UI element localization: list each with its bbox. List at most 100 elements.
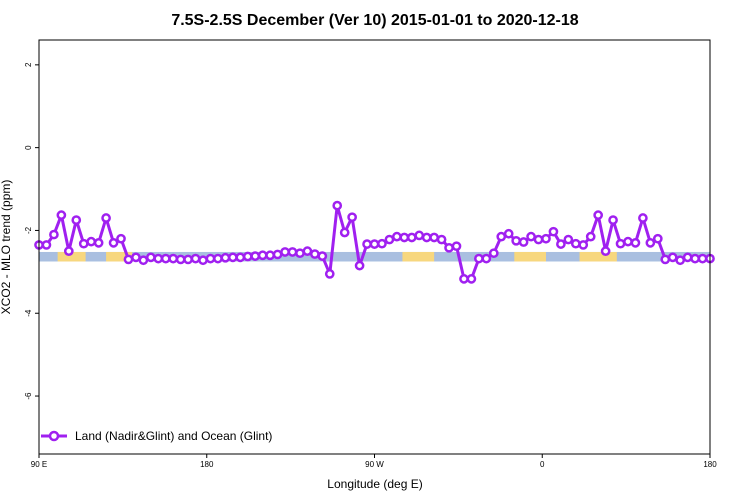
data-point: [78, 238, 89, 249]
data-point: [190, 253, 201, 264]
x-tick-label: 180: [200, 460, 214, 469]
data-point: [41, 240, 52, 250]
data-point: [324, 269, 335, 279]
y-tick-label: 2: [24, 62, 33, 67]
data-point: [198, 255, 208, 266]
data-point: [235, 252, 246, 263]
data-point: [563, 234, 574, 245]
data-point: [280, 247, 290, 257]
data-point: [377, 238, 387, 249]
data-point: [287, 247, 298, 257]
ocean-band: [39, 251, 710, 262]
x-tick-label: 180: [703, 460, 717, 469]
data-point: [503, 228, 514, 239]
data-point: [302, 246, 313, 256]
data-point: [436, 234, 447, 245]
y-tick-label: -4: [24, 309, 33, 317]
y-axis: 2 0 -2 -4 -6: [24, 62, 39, 400]
data-point: [384, 234, 395, 245]
land-band-segment: [57, 251, 86, 262]
land-band-segment: [579, 251, 617, 262]
data-point: [108, 238, 119, 248]
data-point: [399, 232, 410, 243]
data-point: [86, 236, 97, 247]
data-point: [615, 238, 626, 249]
y-tick-label: -2: [24, 226, 33, 234]
data-point: [682, 252, 693, 263]
legend: Land (Nadir&Glint) and Ocean (Glint): [41, 429, 272, 443]
data-point: [369, 239, 380, 249]
plot-area: [34, 200, 715, 284]
data-point: [481, 253, 492, 264]
data-point: [645, 238, 656, 248]
data-point: [347, 212, 357, 223]
data-point: [406, 232, 417, 243]
data-point: [56, 210, 67, 220]
data-point: [145, 252, 156, 263]
x-tick-label: 90 E: [31, 460, 47, 469]
data-point: [123, 254, 134, 265]
data-point: [295, 248, 305, 259]
chart-title: 7.5S-2.5S December (Ver 10) 2015-01-01 t…: [171, 12, 578, 29]
data-point: [213, 253, 223, 264]
data-point: [511, 235, 522, 246]
data-point: [421, 232, 432, 243]
data-point: [459, 274, 469, 284]
data-point: [444, 242, 454, 253]
data-point: [242, 251, 253, 262]
data-point: [585, 231, 596, 242]
data-point: [250, 251, 261, 261]
land-band-segment: [514, 251, 546, 262]
data-point: [541, 233, 551, 244]
data-point: [638, 213, 648, 223]
data-point: [474, 253, 484, 264]
data-point: [227, 252, 238, 263]
data-point: [116, 233, 126, 244]
land-band-segment: [402, 251, 435, 262]
data-point: [556, 239, 566, 249]
data-point: [220, 252, 231, 263]
data-point: [354, 260, 365, 271]
data-point: [660, 254, 671, 265]
legend-marker-sample: [48, 430, 60, 442]
data-point: [667, 252, 678, 263]
y-tick-label: 0: [24, 145, 33, 150]
data-point: [526, 231, 536, 242]
data-point: [652, 233, 663, 244]
legend-label: Land (Nadir&Glint) and Ocean (Glint): [75, 429, 272, 443]
data-point: [578, 240, 589, 250]
data-point: [623, 236, 633, 247]
data-point: [533, 234, 544, 245]
data-point: [310, 249, 320, 259]
data-point: [451, 241, 462, 252]
data-point: [175, 254, 186, 265]
data-point: [168, 253, 179, 264]
data-point: [332, 200, 343, 211]
data-point: [690, 253, 700, 264]
data-point: [362, 239, 372, 249]
data-point: [414, 230, 425, 241]
data-point: [257, 250, 268, 261]
data-point: [205, 253, 216, 264]
data-point: [466, 274, 477, 284]
data-point: [101, 213, 111, 223]
data-point: [272, 249, 283, 260]
land-band-segment: [106, 251, 133, 262]
x-axis-label: Longitude (deg E): [327, 477, 422, 491]
data-point: [339, 227, 350, 238]
data-point: [63, 246, 74, 256]
data-point: [518, 237, 529, 247]
data-point: [183, 254, 193, 265]
data-point: [570, 238, 581, 249]
data-point: [265, 250, 275, 261]
data-point: [496, 231, 507, 242]
data-point: [608, 215, 618, 225]
data-point: [593, 210, 604, 220]
data-point: [697, 253, 708, 264]
data-point: [131, 252, 141, 263]
y-axis-label: XCO2 - MLO trend (ppm): [0, 180, 13, 315]
data-point: [630, 238, 641, 248]
data-point: [675, 255, 686, 266]
data-point: [49, 229, 59, 240]
